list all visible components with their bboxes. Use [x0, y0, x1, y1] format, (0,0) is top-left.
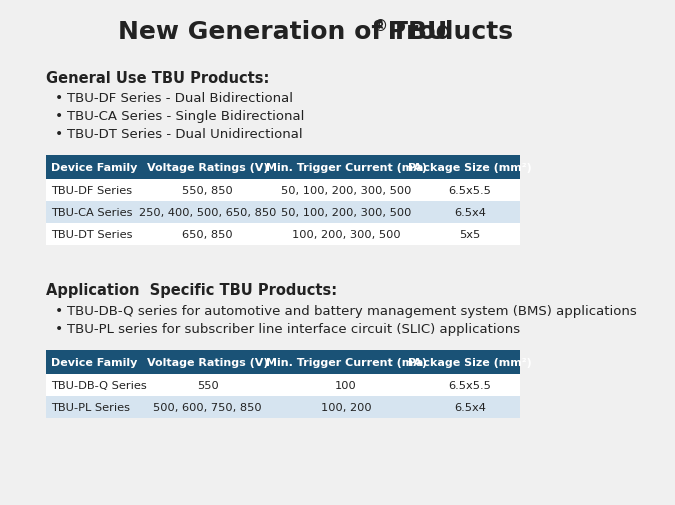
Bar [420, 180, 520, 201]
Text: •: • [55, 304, 63, 317]
Bar [142, 396, 273, 418]
Text: TBU-DT Series: TBU-DT Series [51, 230, 133, 239]
Text: TBU-CA Series - Single Bidirectional: TBU-CA Series - Single Bidirectional [67, 109, 304, 122]
Text: TBU-DB-Q series for automotive and battery management system (BMS) applications: TBU-DB-Q series for automotive and batte… [67, 304, 637, 317]
Bar [46, 180, 142, 201]
Bar [273, 224, 420, 245]
Text: Package Size (mm²): Package Size (mm²) [408, 163, 532, 173]
Bar [46, 374, 142, 396]
Text: New Generation of TBU: New Generation of TBU [118, 20, 448, 44]
Text: TBU-CA Series: TBU-CA Series [51, 208, 133, 218]
Bar [420, 201, 520, 224]
Text: 100, 200: 100, 200 [321, 402, 371, 412]
Text: 50, 100, 200, 300, 500: 50, 100, 200, 300, 500 [281, 208, 411, 218]
Bar [420, 374, 520, 396]
Text: 100: 100 [335, 380, 357, 390]
Text: ®: ® [373, 19, 388, 33]
Text: General Use TBU Products:: General Use TBU Products: [46, 70, 269, 85]
Text: 6.5x4: 6.5x4 [454, 208, 486, 218]
Bar [46, 350, 142, 374]
Text: Voltage Ratings (V): Voltage Ratings (V) [147, 358, 269, 367]
Bar [420, 350, 520, 374]
Text: 500, 600, 750, 850: 500, 600, 750, 850 [153, 402, 262, 412]
Text: 50, 100, 200, 300, 500: 50, 100, 200, 300, 500 [281, 186, 411, 195]
Text: 5x5: 5x5 [459, 230, 481, 239]
Text: TBU-DT Series - Dual Unidirectional: TBU-DT Series - Dual Unidirectional [67, 127, 303, 140]
Bar [273, 156, 420, 180]
Text: TBU-DF Series: TBU-DF Series [51, 186, 132, 195]
Bar [420, 156, 520, 180]
Text: 6.5x5.5: 6.5x5.5 [448, 186, 491, 195]
Text: 550, 850: 550, 850 [182, 186, 233, 195]
Text: •: • [55, 109, 63, 123]
Bar [46, 156, 142, 180]
Bar [420, 224, 520, 245]
Text: 550: 550 [197, 380, 219, 390]
Bar [142, 180, 273, 201]
Text: Application  Specific TBU Products:: Application Specific TBU Products: [46, 283, 338, 298]
Text: TBU-DF Series - Dual Bidirectional: TBU-DF Series - Dual Bidirectional [67, 91, 293, 105]
Text: 6.5x5.5: 6.5x5.5 [448, 380, 491, 390]
Text: 650, 850: 650, 850 [182, 230, 233, 239]
Text: Min. Trigger Current (mA): Min. Trigger Current (mA) [266, 163, 427, 173]
Text: 100, 200, 300, 500: 100, 200, 300, 500 [292, 230, 400, 239]
Bar [142, 350, 273, 374]
Text: •: • [55, 127, 63, 141]
Text: TBU-PL series for subscriber line interface circuit (SLIC) applications: TBU-PL series for subscriber line interf… [67, 322, 520, 335]
Bar [142, 224, 273, 245]
Text: TBU-DB-Q Series: TBU-DB-Q Series [51, 380, 147, 390]
Text: •: • [55, 321, 63, 335]
Text: Voltage Ratings (V): Voltage Ratings (V) [147, 163, 269, 173]
Bar [273, 180, 420, 201]
Text: 6.5x4: 6.5x4 [454, 402, 486, 412]
Bar [273, 374, 420, 396]
Text: Products: Products [379, 20, 513, 44]
Text: •: • [55, 91, 63, 105]
Bar [420, 396, 520, 418]
Bar [142, 374, 273, 396]
Text: Device Family: Device Family [51, 163, 138, 173]
Bar [273, 201, 420, 224]
Bar [46, 224, 142, 245]
Text: Package Size (mm²): Package Size (mm²) [408, 358, 532, 367]
Bar [273, 350, 420, 374]
Bar [273, 396, 420, 418]
Text: 250, 400, 500, 650, 850: 250, 400, 500, 650, 850 [139, 208, 276, 218]
Bar [142, 156, 273, 180]
Bar [142, 201, 273, 224]
Bar [46, 396, 142, 418]
Text: TBU-PL Series: TBU-PL Series [51, 402, 130, 412]
Text: Min. Trigger Current (mA): Min. Trigger Current (mA) [266, 358, 427, 367]
Text: Device Family: Device Family [51, 358, 138, 367]
Bar [46, 201, 142, 224]
